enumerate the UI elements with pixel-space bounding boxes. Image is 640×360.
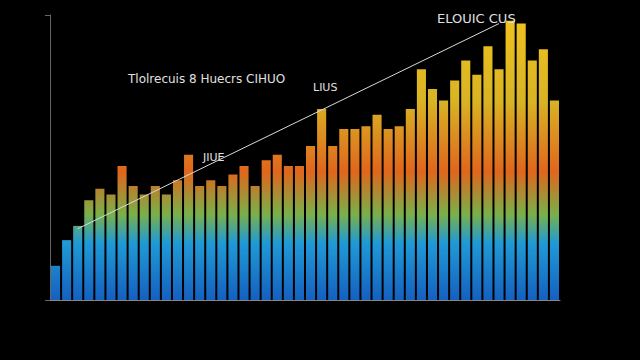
svg-text:LIUS: LIUS <box>313 81 337 94</box>
svg-text:JIUE: JIUE <box>202 151 225 164</box>
svg-text:ELOUIC CUS: ELOUIC CUS <box>437 11 516 26</box>
svg-text:Tlolrecuis 8 Huecrs CIHUO: Tlolrecuis 8 Huecrs CIHUO <box>127 72 285 86</box>
